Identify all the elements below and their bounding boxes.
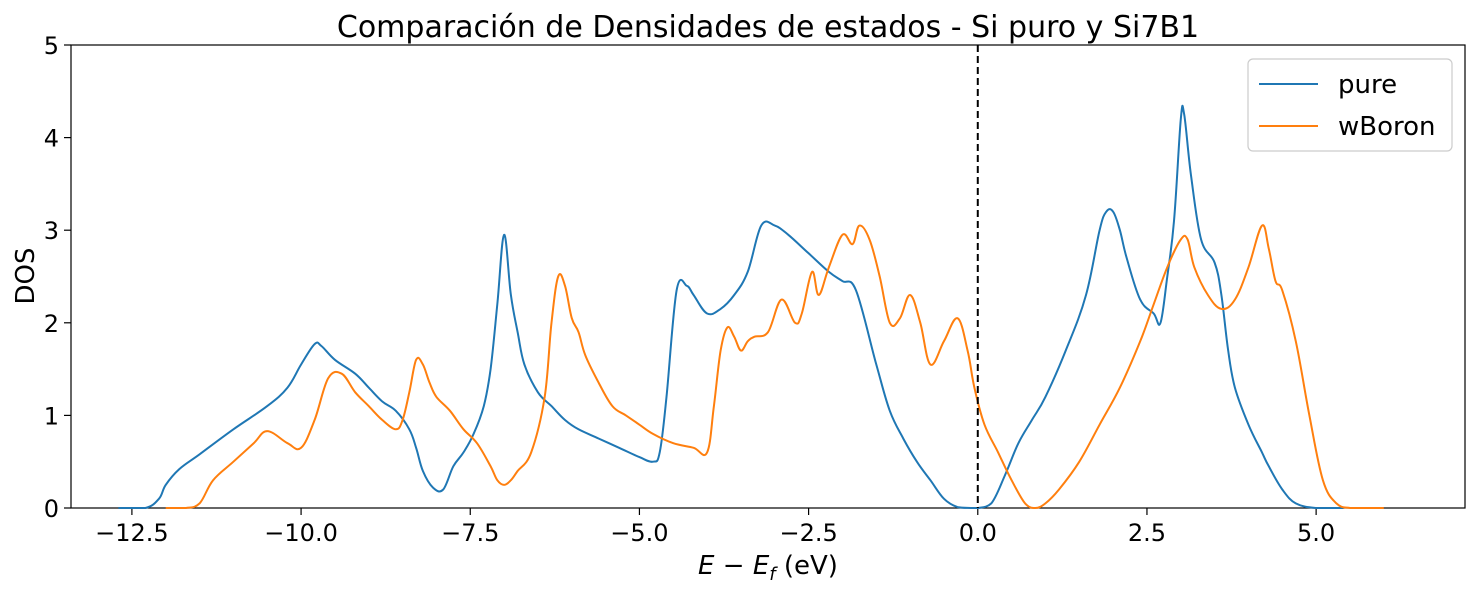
y-tick-label: 1 <box>44 402 59 430</box>
x-tick-label: −12.5 <box>95 519 169 547</box>
x-axis-ticks: −12.5 −10.0 −7.5 −5.0 −2.5 0.0 2.5 5.0 <box>95 508 1335 547</box>
x-tick-label: −5.0 <box>610 519 668 547</box>
x-tick-label: 0.0 <box>959 519 997 547</box>
y-tick-label: 3 <box>44 217 59 245</box>
y-axis-ticks: 0 1 2 3 4 5 <box>44 32 71 523</box>
chart-title: Comparación de Densidades de estados - S… <box>337 10 1199 45</box>
y-axis-label: DOS <box>11 248 41 305</box>
series-lines <box>118 104 1384 509</box>
legend-label-pure: pure <box>1338 70 1397 100</box>
legend: pure wBoron <box>1247 58 1453 152</box>
x-tick-label: −2.5 <box>779 519 837 547</box>
x-tick-label: 5.0 <box>1297 519 1335 547</box>
legend-label-wBoron: wBoron <box>1338 112 1436 142</box>
x-tick-label: −7.5 <box>441 519 499 547</box>
series-line-pure <box>118 104 1344 509</box>
series-line-wBoron <box>165 224 1384 509</box>
y-tick-label: 0 <box>44 495 59 523</box>
legend-frame <box>1247 58 1453 152</box>
x-tick-label: 2.5 <box>1128 519 1166 547</box>
y-tick-label: 5 <box>44 32 59 60</box>
y-tick-label: 2 <box>44 310 59 338</box>
plot-area <box>70 44 1466 509</box>
y-tick-label: 4 <box>44 125 59 153</box>
x-tick-label: −10.0 <box>264 519 338 547</box>
x-axis-label: E − Ef (eV) <box>698 551 838 585</box>
